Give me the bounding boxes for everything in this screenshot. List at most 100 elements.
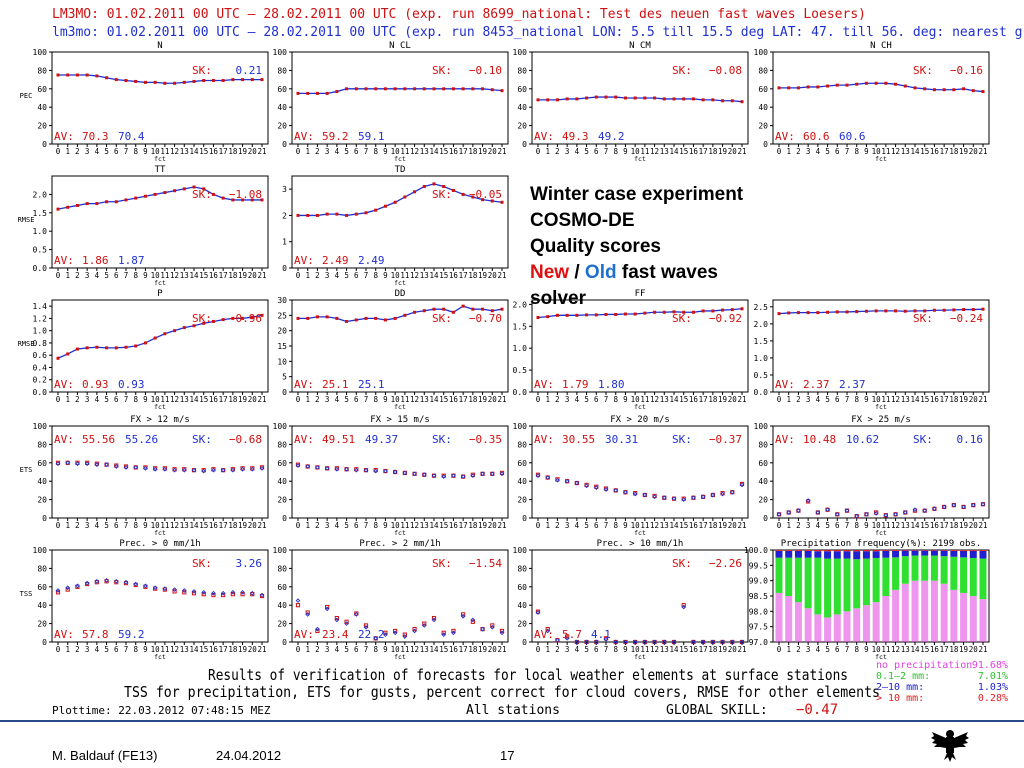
data-point-old bbox=[893, 511, 898, 517]
x-tick-label: 10 bbox=[151, 521, 161, 530]
data-point-old bbox=[431, 473, 437, 479]
x-tick-label: 19 bbox=[959, 147, 968, 156]
x-tick-label: 6 bbox=[594, 645, 599, 654]
data-point bbox=[260, 198, 264, 202]
data-point-old bbox=[172, 587, 177, 592]
series-line bbox=[779, 82, 984, 93]
x-tick-label: 18 bbox=[228, 271, 238, 280]
x-tick-label: 12 bbox=[891, 395, 900, 404]
y-tick-label: 0 bbox=[522, 514, 527, 523]
data-point-old bbox=[373, 635, 379, 641]
data-point-old bbox=[980, 501, 986, 507]
data-point bbox=[555, 98, 559, 102]
x-tick-label: 0 bbox=[777, 521, 782, 530]
plot-frame bbox=[291, 425, 509, 519]
x-tick-label: 21 bbox=[257, 395, 266, 404]
data-point-new bbox=[85, 581, 90, 587]
data-point-old bbox=[652, 639, 657, 645]
x-tick-label: 15 bbox=[439, 147, 448, 156]
x-tick-label: 9 bbox=[143, 645, 148, 654]
data-point-old bbox=[133, 465, 139, 470]
av-new-value: 59.2 bbox=[322, 130, 349, 143]
x-tick-label: 8 bbox=[373, 395, 378, 404]
x-tick-label: 0 bbox=[777, 645, 782, 654]
data-point-old bbox=[564, 478, 570, 484]
av-new-value: 2.37 bbox=[803, 378, 830, 391]
data-point-old bbox=[480, 471, 485, 477]
x-tick-label: 21 bbox=[497, 395, 506, 404]
chart-title: Prec. > 2 mm/1h bbox=[359, 539, 440, 549]
data-point-old bbox=[864, 511, 869, 517]
data-point-new bbox=[240, 466, 245, 471]
x-tick-label: 15 bbox=[199, 271, 208, 280]
y-tick-label: 100 bbox=[754, 422, 769, 431]
data-point-old bbox=[363, 624, 369, 630]
x-tick-label: 14 bbox=[429, 521, 439, 530]
x-tick-label: 19 bbox=[959, 521, 968, 530]
overlay-old: Old bbox=[584, 262, 617, 283]
plot-frame bbox=[291, 549, 509, 643]
x-tick-label: 3 bbox=[85, 271, 90, 280]
y-tick-label: 100 bbox=[33, 422, 48, 431]
precip-bar-segment bbox=[853, 550, 861, 552]
plot-frame bbox=[51, 51, 269, 145]
sk-value: −2.26 bbox=[709, 557, 742, 570]
x-tick-label: 20 bbox=[969, 147, 979, 156]
data-point-new bbox=[806, 499, 811, 504]
data-point-old bbox=[123, 465, 129, 470]
data-point-old bbox=[613, 639, 619, 645]
data-point bbox=[500, 200, 504, 204]
data-point bbox=[134, 196, 138, 200]
x-tick-label: 14 bbox=[669, 645, 679, 654]
x-tick-label: 1 bbox=[65, 521, 70, 530]
x-tick-label: 6 bbox=[835, 147, 840, 156]
data-point bbox=[894, 82, 898, 86]
x-tick-label: 20 bbox=[969, 395, 979, 404]
precip-bar-segment bbox=[833, 558, 841, 615]
stations-label: All stations bbox=[466, 703, 560, 718]
data-point bbox=[56, 73, 60, 77]
precip-bar-segment bbox=[882, 550, 890, 551]
x-tick-label: 4 bbox=[335, 645, 340, 654]
precip-bar-segment bbox=[872, 550, 880, 552]
y-tick-label: 0 bbox=[282, 514, 287, 523]
chart-title: FX > 12 m/s bbox=[130, 415, 190, 425]
x-tick-label: 9 bbox=[383, 147, 388, 156]
data-point-new bbox=[75, 584, 80, 589]
y-tick-label: 0.5 bbox=[754, 371, 769, 380]
y-tick-label: 2.0 bbox=[33, 190, 48, 199]
data-point bbox=[143, 341, 147, 345]
data-point-old bbox=[334, 617, 340, 623]
x-tick-label: 19 bbox=[959, 395, 968, 404]
sk-value: −0.16 bbox=[950, 64, 983, 77]
x-tick-label: 2 bbox=[75, 271, 80, 280]
y-tick-label: 1.0 bbox=[513, 344, 528, 353]
plot-frame bbox=[531, 51, 749, 145]
precip-bar-segment bbox=[785, 550, 793, 551]
x-tick-label: 18 bbox=[949, 147, 959, 156]
x-tick-label: 17 bbox=[219, 147, 228, 156]
y-tick-label: 40 bbox=[277, 103, 287, 112]
x-tick-label: 0 bbox=[536, 395, 541, 404]
av-label: AV: bbox=[534, 378, 554, 391]
x-tick-label: 13 bbox=[420, 147, 429, 156]
data-point bbox=[114, 346, 118, 350]
x-tick-label: 4 bbox=[335, 271, 340, 280]
data-point bbox=[952, 308, 956, 312]
x-tick-label: 5 bbox=[825, 147, 830, 156]
x-tick-label: 10 bbox=[151, 645, 161, 654]
data-point-new bbox=[94, 580, 99, 585]
x-unit-label: fct bbox=[394, 403, 406, 411]
data-point bbox=[260, 78, 264, 82]
data-point bbox=[250, 315, 254, 319]
x-tick-label: 14 bbox=[189, 521, 199, 530]
data-point-old bbox=[535, 610, 541, 615]
x-tick-label: 21 bbox=[737, 395, 746, 404]
y-tick-label: 80 bbox=[517, 564, 527, 573]
y-tick-label: 97.0 bbox=[749, 638, 768, 647]
data-point-old bbox=[844, 508, 850, 513]
data-point bbox=[124, 79, 128, 83]
